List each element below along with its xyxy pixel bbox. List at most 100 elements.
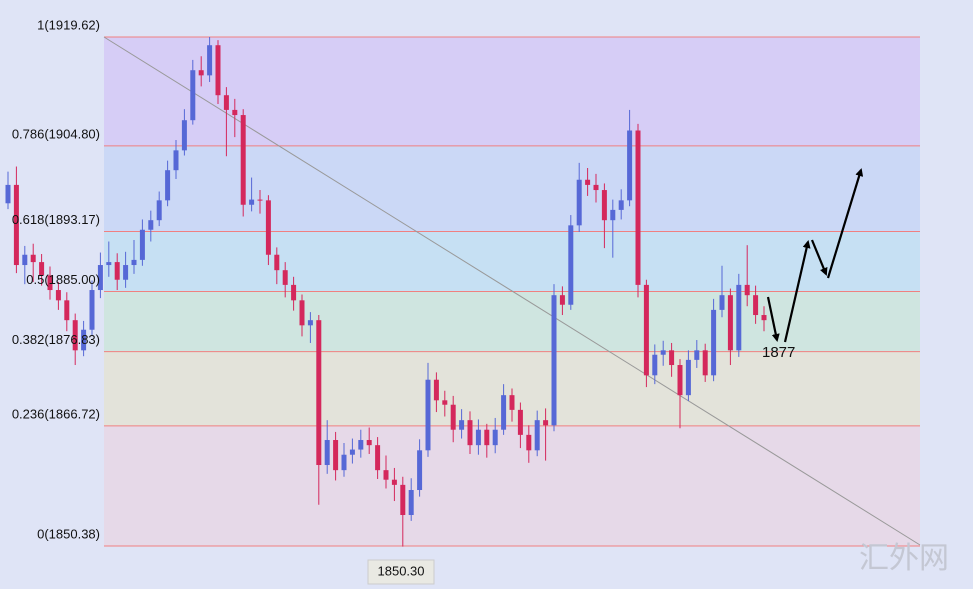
candle-body: [744, 284, 750, 296]
candle-body: [425, 379, 431, 451]
candle-body: [89, 290, 95, 330]
candle-body: [358, 440, 364, 450]
candle-body: [165, 170, 171, 201]
fib-band: [104, 36, 920, 146]
candle-body: [484, 429, 490, 446]
candle-body: [190, 70, 196, 121]
candle-body: [601, 190, 607, 221]
candle-body: [761, 315, 767, 321]
candle-body: [669, 350, 675, 366]
candle-body: [257, 199, 263, 201]
candle-body: [677, 365, 683, 396]
candle-body: [433, 379, 439, 401]
candle-body: [408, 490, 414, 516]
fib-label: 0.236(1866.72): [12, 406, 100, 421]
candle-body: [576, 179, 582, 226]
candle-body: [139, 229, 145, 260]
candle-body: [585, 179, 591, 185]
candle-body: [114, 262, 120, 280]
candle-body: [551, 295, 557, 426]
candle-body: [627, 130, 633, 201]
candle-body: [249, 199, 255, 205]
candle-body: [652, 354, 658, 376]
fib-label: 0.618(1893.17): [12, 212, 100, 227]
candle-body: [467, 420, 473, 446]
candle-body: [47, 275, 53, 291]
candle-body: [39, 262, 45, 276]
candle-body: [685, 359, 691, 396]
candle-body: [375, 445, 381, 471]
candle-body: [106, 262, 112, 266]
candle-body: [181, 120, 187, 151]
candle-body: [526, 434, 532, 451]
candle-body: [341, 454, 347, 471]
fib-band: [104, 145, 920, 232]
candle-body: [492, 429, 498, 446]
candle-body: [131, 259, 137, 266]
candle-body: [55, 290, 61, 301]
candle-body: [333, 440, 339, 471]
candle-body: [383, 470, 389, 480]
candle-body: [22, 254, 28, 266]
candle-body: [324, 440, 330, 466]
candle-body: [13, 184, 19, 266]
candle-body: [198, 70, 204, 76]
candle-body: [30, 254, 36, 263]
fib-band: [104, 425, 920, 547]
candle-body: [316, 320, 322, 466]
candle-body: [702, 350, 708, 376]
candle-body: [660, 350, 666, 355]
candle-body: [400, 484, 406, 516]
candle-body: [753, 295, 759, 316]
fib-label: 0.786(1904.80): [12, 126, 100, 141]
candle-body: [299, 300, 305, 326]
candle-body: [282, 270, 288, 285]
candle-body: [711, 309, 717, 376]
candle-body: [232, 109, 238, 116]
fib-band: [104, 231, 920, 292]
candle-body: [173, 150, 179, 171]
candle-body: [694, 350, 700, 360]
candle-body: [64, 300, 70, 321]
watermark: 汇外网: [859, 541, 949, 576]
candle-body: [81, 329, 87, 351]
candle-body: [475, 429, 481, 446]
candle-body: [559, 295, 565, 305]
candle-body: [274, 254, 280, 271]
candle-body: [442, 400, 448, 405]
candle-body: [618, 200, 624, 210]
candle-body: [5, 184, 11, 204]
candle-body: [391, 479, 397, 485]
candle-body: [450, 404, 456, 430]
candle-body: [97, 265, 103, 291]
fib-label: 0.382(1876.83): [12, 332, 100, 347]
low-label: 1850.30: [378, 563, 425, 578]
candle-body: [727, 295, 733, 351]
fib-band: [104, 291, 920, 352]
candle-body: [501, 395, 507, 430]
candle-body: [307, 320, 313, 326]
candle-body: [123, 265, 129, 280]
candle-body: [417, 450, 423, 491]
candle-body: [265, 200, 271, 255]
candle-body: [509, 395, 515, 410]
candle-body: [610, 209, 616, 221]
candle-body: [593, 184, 599, 191]
candle-body: [517, 409, 523, 435]
fib-label: 0.5(1885.00): [26, 272, 100, 287]
candle-body: [568, 225, 574, 305]
trend-line: [103, 36, 921, 546]
candle-body: [215, 45, 221, 96]
candle-body: [543, 420, 549, 426]
candle-body: [349, 449, 355, 455]
candle-body: [240, 115, 246, 205]
candle-body: [736, 284, 742, 351]
annotation: 1877: [762, 344, 795, 361]
candle-body: [534, 420, 540, 451]
candle-body: [223, 95, 229, 110]
candle-body: [207, 45, 213, 76]
low-label-box: [367, 559, 435, 585]
candle-body: [635, 130, 641, 285]
candle-body: [643, 284, 649, 376]
